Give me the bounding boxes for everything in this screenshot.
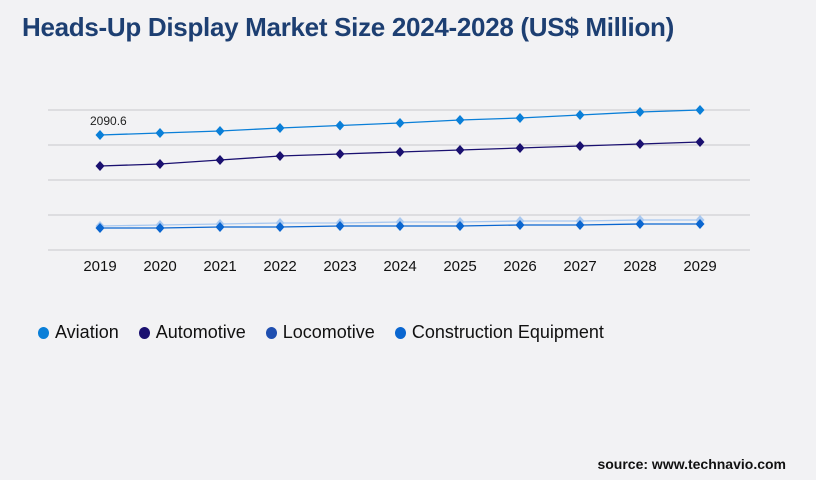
data-point [395,146,405,157]
data-point [635,218,645,229]
legend-item: Aviation [38,322,119,343]
data-point [575,219,585,230]
legend-marker-icon [394,326,406,339]
source-credit: source: www.technavio.com [597,456,786,472]
x-tick-label: 2021 [203,258,236,275]
data-point [395,221,405,232]
data-point [635,106,645,117]
data-point [395,117,405,128]
chart-title: Heads-Up Display Market Size 2024-2028 (… [22,12,674,42]
data-label: 2090.6 [90,114,127,128]
x-tick-label: 2020 [143,258,176,275]
data-point [215,222,225,233]
x-tick-label: 2019 [83,258,116,275]
x-tick-label: 2026 [503,258,536,275]
data-point [335,221,345,232]
data-point [695,218,705,229]
data-point [215,126,225,137]
data-point [515,112,525,123]
data-point [95,129,105,140]
legend-item: Construction Equipment [394,322,604,343]
x-tick-label: 2024 [383,258,416,275]
data-point [275,122,285,133]
data-point [275,150,285,161]
x-tick-label: 2029 [683,258,716,275]
legend: Aviation Automotive Locomotive Construction… [38,322,604,343]
data-point [335,120,345,131]
data-point [95,222,105,233]
data-point [155,159,165,170]
legend-label: Aviation [55,322,119,342]
data-point [155,127,165,138]
data-point [275,222,285,233]
legend-marker-icon [265,326,277,339]
data-point [95,161,105,171]
x-tick-label: 2025 [443,258,476,275]
data-point [335,149,345,160]
data-point [635,138,645,149]
x-tick-label: 2027 [563,258,596,275]
data-point [575,140,585,151]
data-point [695,137,705,148]
x-tick-label: 2028 [623,258,656,275]
data-point [455,115,465,126]
legend-item: Automotive [138,322,246,343]
legend-label: Automotive [155,322,246,342]
data-point [455,144,465,155]
line-chart: 2019 2020 2021 2022 2023 2024 2025 2026 2027 2028… [48,105,750,275]
legend-label: Locomotive [282,322,375,342]
data-point [215,155,225,166]
x-tick-label: 2023 [323,258,356,275]
data-point [155,222,165,233]
data-point [575,110,585,121]
legend-marker-icon [138,326,150,339]
legend-marker-icon [38,326,49,339]
x-tick-label: 2022 [263,258,296,275]
data-point [455,221,465,232]
data-point [695,105,705,115]
data-point [515,143,525,154]
data-point [515,219,525,230]
legend-label: Construction Equipment [411,322,604,342]
legend-item: Locomotive [265,322,375,343]
